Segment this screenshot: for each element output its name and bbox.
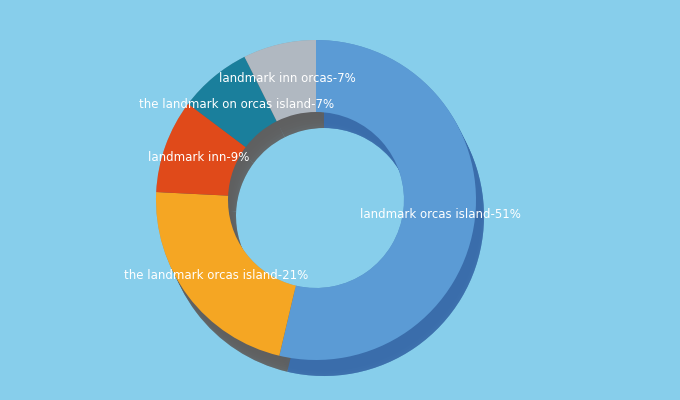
- Wedge shape: [247, 44, 318, 126]
- Wedge shape: [249, 49, 320, 130]
- Wedge shape: [164, 208, 304, 372]
- Text: landmark orcas island-51%: landmark orcas island-51%: [360, 208, 520, 221]
- Wedge shape: [156, 192, 296, 356]
- Wedge shape: [160, 113, 250, 205]
- Wedge shape: [159, 199, 299, 362]
- Wedge shape: [156, 192, 296, 356]
- Wedge shape: [245, 40, 316, 121]
- Wedge shape: [192, 66, 282, 156]
- Wedge shape: [245, 42, 317, 124]
- Wedge shape: [156, 104, 245, 196]
- Wedge shape: [190, 62, 279, 152]
- Wedge shape: [248, 47, 320, 128]
- Wedge shape: [162, 204, 301, 367]
- Wedge shape: [188, 57, 277, 147]
- Wedge shape: [280, 42, 477, 362]
- Wedge shape: [160, 111, 249, 202]
- Wedge shape: [189, 59, 278, 149]
- Wedge shape: [162, 115, 252, 207]
- Wedge shape: [160, 201, 301, 365]
- Wedge shape: [164, 120, 254, 212]
- Wedge shape: [157, 194, 297, 358]
- Wedge shape: [285, 52, 481, 372]
- Text: landmark inn-9%: landmark inn-9%: [148, 151, 250, 164]
- Wedge shape: [163, 206, 303, 370]
- Wedge shape: [284, 49, 481, 369]
- Wedge shape: [250, 52, 322, 133]
- Wedge shape: [164, 120, 254, 212]
- Wedge shape: [192, 64, 280, 154]
- Wedge shape: [279, 40, 476, 360]
- Wedge shape: [188, 57, 277, 147]
- Wedge shape: [252, 56, 324, 137]
- Wedge shape: [252, 54, 323, 135]
- Wedge shape: [164, 208, 304, 372]
- Wedge shape: [194, 68, 282, 158]
- Wedge shape: [252, 56, 324, 137]
- Text: landmark inn orcas-7%: landmark inn orcas-7%: [219, 72, 356, 85]
- Wedge shape: [196, 73, 285, 163]
- Wedge shape: [282, 44, 478, 364]
- Wedge shape: [196, 73, 285, 163]
- Wedge shape: [158, 197, 298, 360]
- Wedge shape: [279, 40, 476, 360]
- Wedge shape: [287, 56, 484, 376]
- Wedge shape: [245, 40, 316, 121]
- Wedge shape: [283, 47, 479, 367]
- Wedge shape: [163, 118, 252, 209]
- Wedge shape: [195, 70, 284, 161]
- Text: the landmark orcas island-21%: the landmark orcas island-21%: [124, 268, 309, 282]
- Wedge shape: [287, 56, 484, 376]
- Wedge shape: [157, 106, 247, 198]
- Text: the landmark on orcas island-7%: the landmark on orcas island-7%: [139, 98, 334, 111]
- Wedge shape: [286, 54, 483, 374]
- Wedge shape: [158, 108, 248, 200]
- Wedge shape: [156, 104, 245, 196]
